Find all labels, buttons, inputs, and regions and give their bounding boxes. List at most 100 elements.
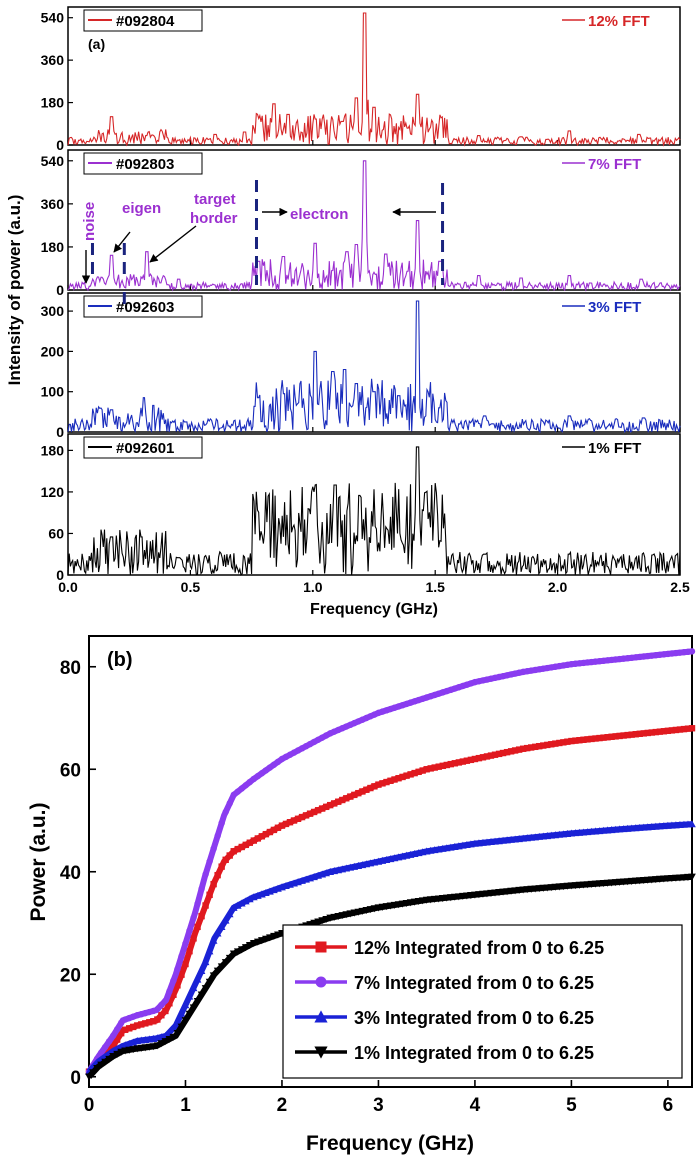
series-marker (576, 737, 583, 744)
series-marker (234, 845, 241, 853)
series-marker (189, 1004, 198, 1012)
series-marker (467, 756, 475, 764)
series-marker (217, 963, 226, 971)
series-marker (451, 760, 459, 767)
series-marker (487, 752, 495, 759)
series-marker (347, 793, 354, 800)
series-marker (157, 1040, 166, 1048)
series-marker (241, 944, 250, 952)
series-marker (162, 1007, 169, 1015)
series-marker (250, 837, 258, 844)
series-marker (185, 992, 194, 1000)
series-marker (221, 959, 230, 967)
y-tick-label: 540 (41, 153, 65, 169)
series-marker (644, 729, 651, 737)
x-tick-label: 4 (470, 1095, 481, 1116)
series-marker (218, 863, 225, 870)
series-marker (455, 759, 463, 766)
series-marker (343, 795, 350, 802)
series-marker (165, 1028, 174, 1036)
series-marker (604, 734, 611, 741)
series-marker (178, 953, 185, 960)
series-marker (205, 947, 214, 955)
series-marker (664, 727, 672, 735)
series-marker (262, 830, 270, 838)
y-tick-label: 80 (60, 658, 81, 679)
shot-legend-box (83, 295, 203, 318)
series-marker (495, 750, 503, 758)
series-marker (213, 967, 222, 975)
series-marker (620, 732, 627, 739)
series-marker (399, 773, 406, 781)
series-marker (154, 1006, 161, 1013)
y-tick-label: 360 (41, 52, 65, 68)
series-marker (205, 978, 214, 986)
series-marker (178, 971, 185, 978)
series-marker (564, 738, 571, 745)
subpanel-frame (67, 433, 681, 576)
series-marker (515, 746, 523, 753)
x-axis-title-b: Frequency (GHz) (306, 1132, 474, 1155)
series-marker (511, 747, 519, 754)
shot-legend-box (83, 152, 203, 175)
series-marker (177, 1009, 186, 1017)
y-tick-label: 120 (41, 484, 65, 500)
y-tick-label: 200 (41, 343, 65, 359)
series-marker (206, 858, 213, 865)
y-tick-label: 0 (56, 282, 64, 298)
series-marker (165, 1035, 174, 1044)
series-marker (660, 728, 668, 735)
x-tick-label: 0 (84, 1095, 95, 1116)
series-marker (355, 789, 362, 797)
series-marker (186, 927, 193, 934)
series-marker (588, 735, 595, 743)
series-marker (134, 1022, 141, 1029)
y-tick-label: 20 (60, 965, 81, 986)
subpanel-frame (67, 149, 681, 291)
panel-label-a: (a) (88, 36, 105, 52)
series-marker (170, 991, 177, 998)
series-marker (431, 764, 438, 771)
series-marker (306, 810, 314, 817)
series-marker (483, 753, 491, 760)
series-marker (391, 776, 398, 783)
shot-label: #092804 (116, 13, 175, 30)
series-marker (214, 832, 221, 840)
series-marker (201, 958, 210, 966)
series-marker (632, 731, 639, 738)
series-marker (222, 808, 229, 816)
series-marker (85, 1073, 93, 1081)
series-marker (254, 835, 262, 842)
series-marker (544, 741, 551, 749)
series-marker (314, 807, 322, 814)
series-marker (154, 1016, 161, 1023)
shot-label: #092603 (116, 299, 174, 316)
series-marker (475, 754, 483, 762)
x-tick-label: 2.0 (548, 579, 568, 595)
series-marker (556, 739, 563, 747)
series-marker (327, 801, 334, 809)
series-marker (688, 648, 696, 655)
series-marker (173, 1018, 182, 1026)
series-marker (383, 778, 390, 786)
series-3pct (85, 820, 696, 1075)
series-marker (201, 985, 210, 993)
fft-label: 1% FFT (588, 440, 641, 457)
series-marker (258, 833, 266, 840)
series-marker (652, 728, 660, 736)
series-marker (274, 824, 282, 831)
legend-marker (314, 1010, 328, 1023)
y-tick-label: 100 (41, 384, 65, 400)
series-marker (499, 749, 507, 757)
series-marker (266, 828, 274, 836)
series-marker (213, 929, 222, 937)
fft-label: 7% FFT (588, 156, 641, 173)
series-marker (443, 761, 450, 769)
x-tick-label: 1 (180, 1095, 191, 1116)
series-marker (189, 984, 198, 992)
series-marker (568, 737, 575, 745)
subpanel-092601: 0 60 120 180 #092601 1% FFT (41, 433, 681, 583)
series-marker (640, 730, 647, 737)
series-marker (375, 781, 382, 788)
series-marker (628, 731, 635, 738)
